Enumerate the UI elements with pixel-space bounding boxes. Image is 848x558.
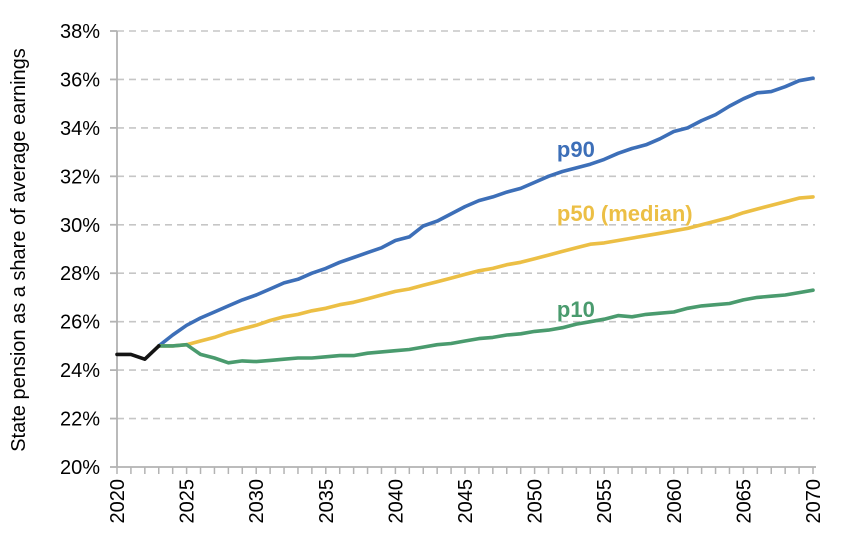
x-tick-label: 2065 <box>733 479 755 524</box>
y-tick-label: 32% <box>60 166 100 188</box>
y-tick-label: 34% <box>60 118 100 140</box>
x-tick-label: 2050 <box>525 479 547 524</box>
y-tick-label: 30% <box>60 215 100 237</box>
series-label-p10: p10 <box>557 297 595 322</box>
x-tick-label: 2030 <box>246 479 268 524</box>
y-axis-labels: 20% 22% 24% 26% 28% 30% 32% 34% 36% 38% <box>60 21 100 479</box>
x-tick-label: 2040 <box>385 479 407 524</box>
x-tick-label: 2055 <box>594 479 616 524</box>
y-tick-label: 20% <box>60 457 100 479</box>
x-tick-label: 2060 <box>664 479 686 524</box>
axes <box>110 30 816 474</box>
y-tick-label: 24% <box>60 360 100 382</box>
y-tick-label: 26% <box>60 312 100 334</box>
series-line-p50 <box>157 195 815 348</box>
x-tick-label: 2020 <box>107 479 129 524</box>
x-tick-label: 2025 <box>177 479 199 524</box>
y-axis-title: State pension as a share of average earn… <box>8 48 30 452</box>
series-line-history <box>115 344 161 362</box>
series-line-p90 <box>157 76 815 348</box>
x-tick-label: 2035 <box>316 479 338 524</box>
series-lines <box>115 76 815 365</box>
y-tick-label: 36% <box>60 69 100 91</box>
y-tick-label: 22% <box>60 409 100 431</box>
series-line-p10 <box>157 288 815 365</box>
y-tick-label: 28% <box>60 263 100 285</box>
x-tick-label: 2045 <box>455 479 477 524</box>
series-label-p50: p50 (median) <box>557 201 693 226</box>
y-tick-label: 38% <box>60 21 100 43</box>
x-tick-label: 2070 <box>803 479 825 524</box>
x-axis-labels: 2020 2025 2030 2035 2040 2045 2050 2055 2060 2065… <box>107 479 825 524</box>
series-label-p90: p90 <box>557 137 595 162</box>
